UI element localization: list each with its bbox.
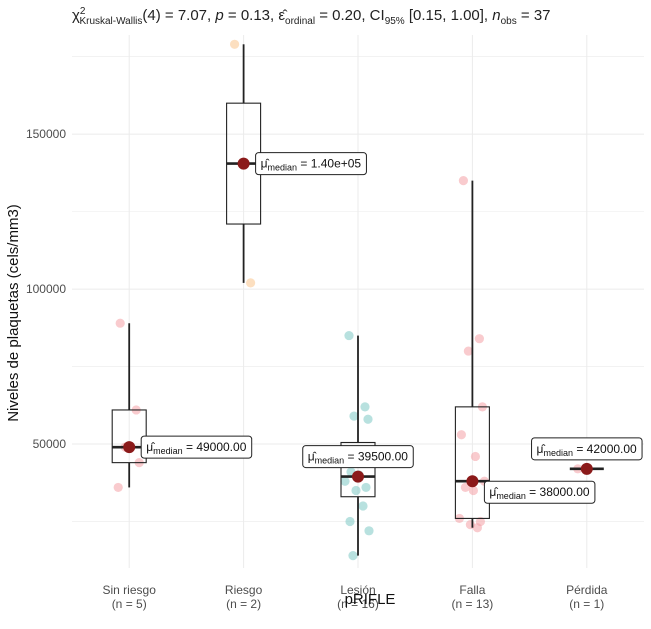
data-point <box>349 411 359 421</box>
x-tick-count: (n = 16) <box>337 597 379 611</box>
data-point <box>113 482 123 493</box>
data-point <box>474 334 484 344</box>
y-axis-ticks: 50000 100000 150000 <box>26 127 66 451</box>
median-label-text: μ̂median = 42000.00 <box>537 442 638 458</box>
x-axis-ticks: Sin riesgo(n = 5)Riesgo(n = 2)Lesión(n =… <box>103 583 608 611</box>
box <box>340 441 376 498</box>
median-label: μ̂median = 42000.00 <box>531 437 643 461</box>
median-label-box <box>140 435 253 459</box>
x-tick-count: (n = 1) <box>569 597 604 611</box>
x-tick-label: Lesión <box>340 583 375 597</box>
median-point <box>237 157 250 170</box>
data-point <box>463 346 473 356</box>
y-tick-label: 50000 <box>33 437 67 451</box>
median-labels: μ̂median = 49000.00 μ̂median = 1.40e+05 μ̂… <box>140 152 643 504</box>
median-label-box <box>483 480 596 504</box>
data-point <box>360 402 370 412</box>
x-tick-count: (n = 13) <box>452 597 494 611</box>
data-point <box>470 451 480 462</box>
box-plots <box>111 44 604 556</box>
median-point <box>580 462 593 475</box>
x-tick-label: Falla <box>459 583 485 597</box>
median-label-box <box>302 445 414 469</box>
x-tick-count: (n = 5) <box>112 597 147 611</box>
x-axis-title: pRIFLE <box>345 591 396 608</box>
median-label: μ̂median = 38000.00 <box>483 480 596 504</box>
data-point <box>351 485 361 496</box>
median-label-text: μ̂median = 1.40e+05 <box>261 157 362 173</box>
y-tick-label: 150000 <box>26 127 66 141</box>
median-label-text: μ̂median = 49000.00 <box>146 440 247 456</box>
data-point <box>344 330 354 341</box>
median-label-box <box>531 437 643 461</box>
median-label: μ̂median = 49000.00 <box>140 435 253 459</box>
median-point <box>466 475 479 488</box>
data-point <box>348 551 358 561</box>
x-tick-count: (n = 2) <box>226 597 261 611</box>
data-point <box>468 485 478 496</box>
data-point <box>115 318 125 328</box>
data-point <box>361 482 371 493</box>
data-point <box>456 430 466 440</box>
chart-subtitle: χ2 Kruskal-Wallis(4) = 7.07, p = 0.13, ε̂… <box>72 6 551 27</box>
data-point <box>340 476 350 486</box>
x-tick-label: Riesgo <box>225 583 263 597</box>
data-point <box>458 176 468 186</box>
y-axis-title: Niveles de plaquetas (cels/mm3) <box>5 204 22 422</box>
median-label-text: μ̂median = 39500.00 <box>308 450 409 466</box>
x-tick-label: Pérdida <box>566 583 608 597</box>
data-point <box>460 482 470 493</box>
data-point <box>230 39 240 49</box>
y-tick-label: 100000 <box>26 282 66 296</box>
data-point <box>472 523 482 533</box>
median-label-box <box>255 152 367 176</box>
data-point <box>246 278 256 288</box>
median-point <box>352 470 364 483</box>
median-point <box>123 441 136 454</box>
median-label: μ̂median = 39500.00 <box>302 445 414 469</box>
median-label: μ̂median = 1.40e+05 <box>255 152 367 176</box>
data-point <box>363 414 373 424</box>
median-label-text: μ̂median = 38000.00 <box>489 485 590 501</box>
data-point <box>345 516 355 527</box>
data-point <box>364 526 374 536</box>
box <box>454 406 490 519</box>
x-tick-label: Sin riesgo <box>103 583 157 597</box>
data-point <box>358 501 368 511</box>
